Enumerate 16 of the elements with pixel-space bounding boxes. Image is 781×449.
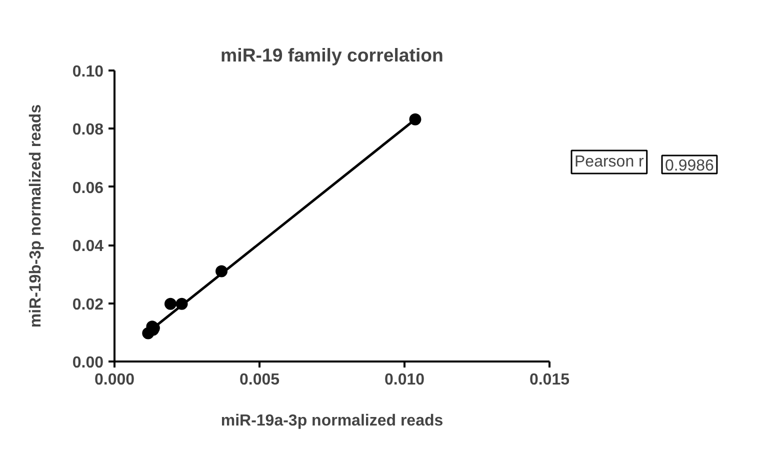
text: Pearson r [574,154,645,171]
y-tick-label: 0.06 [72,180,104,197]
point [164,298,176,310]
x-axis-title: miR-19a-3p normalized reads [220,412,444,430]
y-axis-title: miR-19b-3p normalized reads [27,104,44,328]
x-tick-label: 0.005 [239,372,280,388]
y-tick-label: 0.02 [72,296,104,314]
x-tick-label: 0.010 [384,372,425,388]
y-tick-label: 0.10 [72,64,104,80]
chart-title: miR-19 family correlation [220,44,444,66]
text: 0.9986 [665,158,714,175]
y-tick-label: 0.04 [72,238,104,256]
y-tick-label: 0.00 [72,354,104,372]
x-tick-label: 0.000 [94,372,135,388]
y-tick-label: 0.08 [72,122,104,139]
x-tick-label: 0.015 [529,372,570,388]
